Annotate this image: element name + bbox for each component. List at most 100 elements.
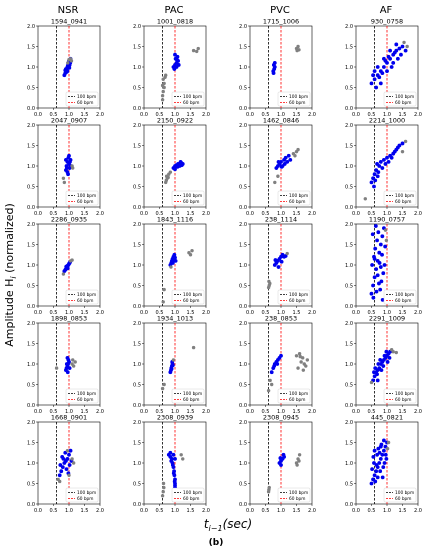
y-tick-label: 0.5 [27, 382, 35, 388]
legend-label: 60 bpm [183, 496, 199, 502]
data-point [374, 463, 379, 467]
y-tick-label: 2.0 [345, 420, 353, 426]
data-point [378, 242, 383, 247]
y-tick-label: 1.5 [133, 341, 141, 347]
data-point [378, 444, 383, 449]
x-tick-label: 1.0 [65, 112, 73, 118]
data-point [375, 238, 379, 243]
y-tick-label: 1.0 [27, 164, 35, 170]
x-tick-label: 0.5 [262, 310, 270, 316]
outlier-point [70, 457, 74, 461]
legend-label: 100 bpm [289, 193, 308, 199]
svg-text:ti−1(sec): ti−1(sec) [204, 517, 252, 533]
data-point [375, 378, 380, 383]
x-tick-label: 1.0 [65, 508, 73, 514]
data-point [395, 56, 400, 61]
data-point [377, 250, 382, 255]
x-tick-label: 1.0 [383, 508, 391, 514]
legend-label: 60 bpm [183, 199, 199, 205]
y-tick-label: 0.0 [133, 502, 141, 508]
y-tick-label: 0.0 [133, 304, 141, 310]
legend-label: 100 bpm [289, 391, 308, 397]
outlier-point [171, 358, 176, 362]
data-point [373, 366, 378, 370]
data-point [169, 367, 174, 371]
y-tick-label: 1.0 [27, 263, 35, 269]
x-tick-label: 1.0 [65, 310, 73, 316]
x-tick-label: 0.0 [140, 508, 148, 514]
data-point [383, 162, 388, 166]
data-point [400, 141, 405, 146]
outlier-point [293, 154, 297, 158]
panel-title: 2308_0939 [157, 414, 193, 422]
outlier-point [285, 251, 289, 256]
x-tick-label: 2.0 [414, 112, 422, 118]
x-tick-label: 0.0 [140, 211, 148, 217]
data-point [173, 483, 177, 488]
data-point [369, 180, 374, 185]
data-point [370, 263, 375, 267]
data-point [382, 56, 386, 61]
outlier-point [384, 238, 389, 243]
outlier-point [67, 57, 71, 62]
x-tick-label: 0.0 [140, 310, 148, 316]
data-point [173, 167, 177, 172]
x-tick-label: 0.5 [368, 310, 376, 316]
x-tick-label: 2.0 [96, 211, 104, 217]
scatter-panel: 1594_0941 0.00.0 0.5 0.5 1.0 1.0 1.5 1.5 2.0 2.0 1… [27, 18, 104, 119]
figure-caption: (b) [209, 538, 224, 548]
scatter-panel: 1190_0757 0.00.0 0.5 0.5 1.0 1.0 1.5 1.5 2.0 2.0 1… [345, 216, 422, 317]
data-point [279, 164, 284, 169]
x-tick-label: 1.5 [81, 310, 89, 316]
outlier-point [268, 378, 272, 383]
outlier-point [162, 382, 166, 387]
data-point [382, 353, 387, 358]
x-tick-label: 0.0 [140, 409, 148, 415]
y-tick-label: 1.5 [133, 440, 141, 446]
y-tick-label: 1.0 [345, 461, 353, 467]
data-point [378, 469, 383, 474]
outlier-point [71, 358, 75, 362]
outlier-point [267, 487, 271, 492]
outlier-point [188, 253, 193, 257]
x-tick-label: 1.5 [293, 310, 301, 316]
outlier-point [297, 352, 302, 356]
panel-grid: 1594_09410.00.00.50.51.01.01.51.52.02.01… [27, 18, 422, 515]
scatter-panel: 238_1114 0.00.0 0.5 0.5 1.0 1.0 1.5 1.5 2.0 2.0 10… [239, 216, 316, 317]
data-point [67, 366, 72, 370]
legend-label: 100 bpm [77, 292, 96, 298]
y-tick-label: 1.5 [239, 143, 247, 149]
y-tick-label: 2.0 [239, 321, 247, 327]
outlier-point [383, 228, 388, 232]
data-point [382, 438, 386, 443]
data-point [385, 360, 390, 364]
data-point [68, 160, 72, 164]
data-point [382, 448, 386, 453]
y-tick-label: 0.0 [345, 106, 353, 112]
data-point [403, 48, 408, 53]
data-point [279, 463, 283, 467]
x-tick-label: 1.5 [399, 409, 407, 415]
y-axis-label: Amplitude Hi (normalized) [3, 203, 18, 347]
data-point [279, 259, 284, 264]
y-tick-label: 0.0 [133, 106, 141, 112]
y-tick-label: 2.0 [27, 123, 35, 129]
x-tick-label: 2.0 [414, 310, 422, 316]
y-tick-label: 1.0 [345, 263, 353, 269]
data-point [168, 450, 173, 455]
y-tick-label: 2.0 [239, 123, 247, 129]
x-tick-label: 0.0 [352, 112, 360, 118]
y-tick-label: 0.0 [239, 502, 247, 508]
legend-label: 60 bpm [77, 100, 93, 106]
data-point [372, 172, 377, 177]
y-tick-label: 0.5 [133, 184, 141, 190]
y-tick-label: 2.0 [133, 123, 141, 129]
outlier-point [296, 366, 300, 370]
outlier-point [297, 48, 301, 52]
y-tick-label: 0.5 [345, 283, 353, 289]
x-tick-label: 2.0 [308, 211, 316, 217]
data-point [67, 452, 71, 457]
x-tick-label: 0.5 [262, 112, 270, 118]
y-tick-label: 1.0 [239, 65, 247, 71]
scatter-panel: 2291_1009 0.00.0 0.5 0.5 1.0 1.0 1.5 1.5 2.0 2.0 1… [345, 315, 422, 416]
